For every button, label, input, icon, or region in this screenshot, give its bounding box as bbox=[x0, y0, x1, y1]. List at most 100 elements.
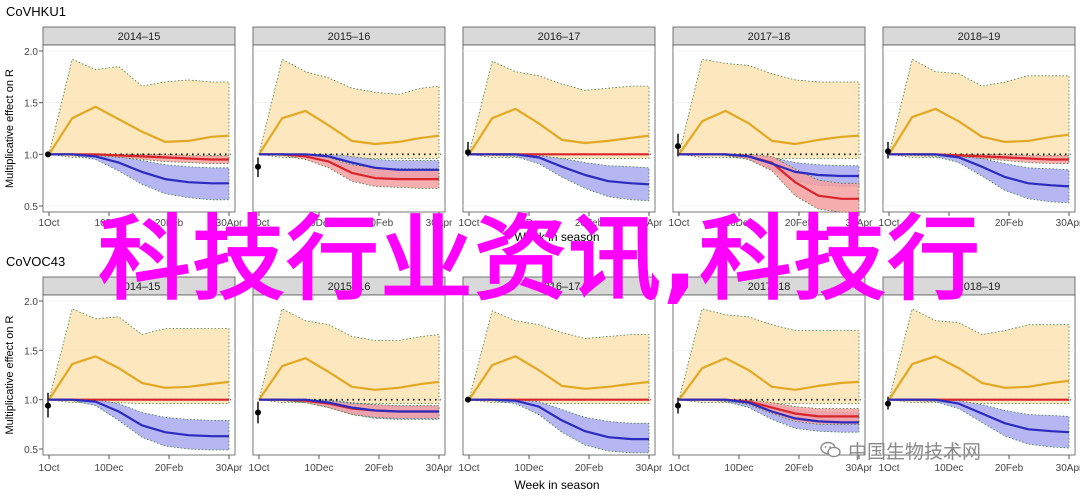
x-tick-label: 30Apr bbox=[1056, 218, 1080, 229]
gold-series-line bbox=[48, 105, 230, 155]
facet-strip-label: 2017–18 bbox=[748, 31, 791, 43]
gold-series-line bbox=[468, 355, 650, 401]
x-tick-label: 30Apr bbox=[1056, 463, 1080, 474]
x-tick-label: 10Dec bbox=[515, 463, 544, 474]
point-estimate bbox=[465, 396, 471, 403]
point-estimate bbox=[675, 143, 681, 150]
y-tick-label: 0.5 bbox=[24, 445, 38, 456]
y-tick-label: 2.0 bbox=[24, 297, 38, 308]
wechat-icon bbox=[820, 439, 842, 467]
x-tick-label: 30Apr bbox=[216, 218, 243, 229]
x-tick-label: 10Dec bbox=[725, 463, 754, 474]
blue-series-line bbox=[469, 398, 649, 441]
y-tick-label: 1.5 bbox=[24, 99, 38, 110]
facet-strip-label: 2018–19 bbox=[958, 281, 1001, 293]
gold-series-line bbox=[678, 357, 860, 401]
x-tick-label: 30Apr bbox=[216, 463, 243, 474]
blue-band bbox=[679, 399, 860, 433]
point-estimate bbox=[45, 402, 51, 409]
blue-series-line bbox=[679, 153, 859, 178]
x-tick-label: 30Apr bbox=[426, 463, 453, 474]
facet-strip-label: 2015–16 bbox=[328, 31, 371, 43]
x-tick-label: 30Apr bbox=[636, 463, 663, 474]
x-tick-label: 30Apr bbox=[846, 218, 873, 229]
blue-band bbox=[888, 153, 1070, 204]
facet-strip-label: 2016–17 bbox=[538, 281, 581, 293]
chart-title: CoVOC43 bbox=[6, 254, 65, 269]
gold-band bbox=[468, 60, 650, 159]
x-tick-label: 10Dec bbox=[515, 218, 544, 229]
blue-series-line bbox=[49, 398, 229, 438]
gold-band bbox=[468, 310, 650, 404]
x-tick-label: 10Dec bbox=[725, 218, 754, 229]
gold-band bbox=[888, 308, 1070, 404]
gold-series-line bbox=[258, 109, 440, 155]
x-tick-label: 20Feb bbox=[785, 463, 814, 474]
x-tick-label: 10Dec bbox=[95, 463, 124, 474]
blue-series-line bbox=[889, 153, 1070, 188]
x-tick-label: 10Dec bbox=[935, 218, 964, 229]
x-tick-label: 1Oct bbox=[668, 463, 689, 474]
x-tick-label: 1Oct bbox=[458, 463, 479, 474]
blue-series-line bbox=[259, 398, 439, 413]
x-tick-label: 1Oct bbox=[878, 463, 899, 474]
gold-series-line bbox=[48, 355, 230, 401]
gold-band bbox=[48, 308, 230, 404]
gold-band bbox=[258, 308, 440, 404]
blue-series-line bbox=[679, 398, 859, 424]
point-estimate bbox=[255, 409, 261, 416]
point-estimate bbox=[885, 148, 891, 155]
facet-strip-label: 2017–18 bbox=[748, 281, 791, 293]
x-tick-label: 10Dec bbox=[935, 463, 964, 474]
y-axis-label: Multiplicative effect on R bbox=[4, 69, 16, 188]
x-tick-label: 1Oct bbox=[248, 463, 269, 474]
x-tick-label: 20Feb bbox=[365, 218, 394, 229]
x-axis-label: Week in season bbox=[514, 230, 599, 244]
x-tick-label: 10Dec bbox=[305, 218, 334, 229]
x-tick-label: 1Oct bbox=[668, 218, 689, 229]
y-tick-label: 1.5 bbox=[24, 346, 38, 357]
y-tick-label: 0.5 bbox=[24, 202, 38, 213]
red-band bbox=[889, 153, 1070, 164]
gold-series-line bbox=[888, 107, 1070, 155]
y-tick-label: 1.0 bbox=[24, 150, 38, 161]
red-band bbox=[49, 153, 230, 164]
y-tick-label: 1.0 bbox=[24, 396, 38, 407]
x-tick-label: 20Feb bbox=[155, 218, 184, 229]
gold-series-line bbox=[258, 357, 440, 401]
x-tick-label: 10Dec bbox=[95, 218, 124, 229]
x-tick-label: 1Oct bbox=[248, 218, 269, 229]
point-estimate bbox=[465, 149, 471, 156]
x-axis-label: Week in season bbox=[514, 478, 599, 492]
point-estimate bbox=[675, 402, 681, 409]
y-axis-label: Multiplicative effect on R bbox=[4, 315, 16, 434]
point-estimate bbox=[45, 151, 51, 158]
x-tick-label: 20Feb bbox=[365, 463, 394, 474]
x-tick-label: 1Oct bbox=[458, 218, 479, 229]
y-tick-label: 2.0 bbox=[24, 47, 38, 58]
x-tick-label: 20Feb bbox=[995, 218, 1024, 229]
gold-series-line bbox=[468, 107, 650, 155]
x-tick-label: 20Feb bbox=[575, 463, 604, 474]
red-band bbox=[679, 399, 860, 425]
facet-strip-label: 2018–19 bbox=[958, 31, 1001, 43]
x-tick-label: 30Apr bbox=[636, 218, 663, 229]
blue-series-line bbox=[49, 153, 229, 185]
chart-title: CoVHKU1 bbox=[6, 4, 66, 19]
blue-series-line bbox=[259, 153, 439, 171]
blue-band bbox=[468, 399, 650, 454]
facet-strip-label: 2016–17 bbox=[538, 31, 581, 43]
x-tick-label: 20Feb bbox=[575, 218, 604, 229]
point-estimate bbox=[255, 163, 261, 170]
x-tick-label: 30Apr bbox=[426, 218, 453, 229]
facet-strip-label: 2014–15 bbox=[118, 281, 161, 293]
x-tick-label: 30Apr bbox=[846, 463, 873, 474]
watermark-text: 中国生物技术网 bbox=[848, 441, 982, 463]
blue-series-line bbox=[889, 398, 1070, 434]
x-tick-label: 20Feb bbox=[995, 463, 1024, 474]
gold-band bbox=[678, 308, 860, 404]
x-tick-label: 20Feb bbox=[155, 463, 184, 474]
gold-series-line bbox=[888, 355, 1070, 401]
x-tick-label: 1Oct bbox=[38, 463, 59, 474]
